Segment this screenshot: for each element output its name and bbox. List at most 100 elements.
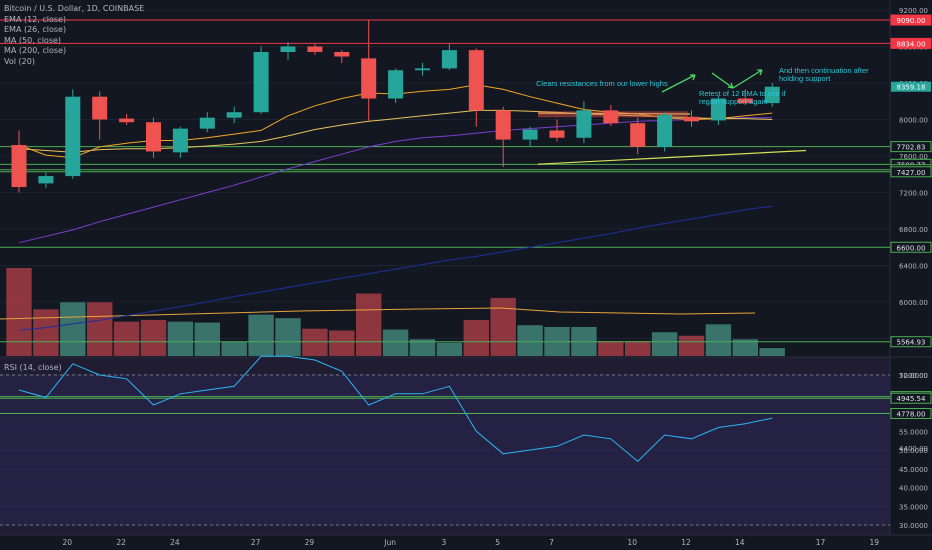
candle-body: [334, 51, 350, 57]
ma200-line: [18, 205, 773, 331]
candle-body: [388, 70, 404, 99]
time-tick-label: 20: [63, 538, 73, 547]
level-label: 4778.00: [897, 411, 926, 419]
volume-bar: [490, 297, 516, 356]
volume-bar: [517, 325, 543, 356]
volume-bars: [0, 268, 785, 356]
rsi-line: [18, 355, 773, 462]
candle-body: [146, 122, 161, 152]
level-label: 4945.54: [897, 395, 926, 403]
candle-body: [361, 58, 377, 99]
annotation-continuation-line1: And then continuation after: [779, 66, 869, 75]
price-tick-label: 4400.00: [899, 445, 928, 453]
candle-body: [441, 50, 457, 69]
annotation-clears-resistances: Clears resistances from our lower highs: [536, 79, 668, 88]
arrow-up-line: [661, 74, 696, 93]
volume-bar: [436, 342, 463, 356]
candle-body: [576, 110, 592, 138]
rsi-tick-label: 55.0000: [899, 428, 928, 436]
candle-body: [11, 145, 27, 188]
level-label-box: [890, 241, 932, 253]
last-price-label: 8359.18: [897, 84, 926, 92]
candle-body: [737, 98, 753, 104]
price-tick-label: 6000.00: [899, 299, 928, 307]
candle-body: [710, 98, 726, 121]
candle-body: [226, 112, 242, 118]
level-label-box: [890, 37, 932, 49]
candle-body: [199, 117, 215, 129]
volume-bar: [87, 302, 113, 356]
time-tick-label: 7: [549, 538, 554, 547]
volume-bar: [329, 330, 355, 356]
volume-bar: [651, 332, 678, 356]
volume-bar: [759, 348, 785, 356]
rsi-legend[interactable]: RSI (14, close): [4, 363, 62, 372]
level-label: 7702.83: [897, 144, 926, 152]
price-tick-label: 7200.00: [899, 190, 928, 198]
candle-body: [172, 128, 188, 153]
volume-bar: [625, 341, 651, 356]
moving-averages: [18, 84, 773, 331]
candle-body: [307, 46, 323, 52]
level-label-box: [890, 336, 932, 348]
candle-body: [415, 68, 430, 71]
rsi-tick-label: 40.0000: [899, 485, 928, 493]
price-tick-label: 9200.00: [899, 7, 928, 15]
price-tick-label: 5200.00: [899, 372, 928, 380]
time-tick-label: 27: [251, 538, 261, 547]
volume-ma-line: [0, 307, 756, 320]
volume-bar: [113, 321, 140, 356]
volume-bar: [463, 319, 489, 356]
time-tick-label: 24: [170, 538, 180, 547]
annotation-continuation: And then continuation after holding supp…: [779, 66, 871, 83]
annotation-retest-line1: Retest of 12 EMA to see if: [699, 89, 787, 98]
level-label: 6600.00: [897, 244, 926, 252]
candle-body: [119, 118, 135, 123]
rsi-series-line: [18, 355, 773, 462]
level-label-box: [890, 166, 932, 178]
volume-bar: [248, 314, 274, 356]
candle-body: [280, 46, 296, 52]
volume-bar: [409, 339, 436, 356]
candle-body: [92, 96, 108, 120]
candle-body: [65, 96, 81, 177]
time-tick-label: 12: [681, 538, 691, 547]
time-tick-label: 22: [116, 538, 126, 547]
volume-bar: [221, 341, 247, 356]
rsi-band-fill: [0, 375, 890, 525]
candles: [11, 20, 780, 193]
candle-body: [630, 123, 646, 147]
time-tick-label: 17: [816, 538, 826, 547]
level-label-box: [890, 141, 932, 153]
volume-bar: [678, 335, 705, 356]
time-axis: 20 22 24 27 29 Jun 3 5 7 10 12 14 17 19: [63, 538, 880, 547]
time-tick-label: 14: [735, 538, 745, 547]
arrow-continue-head: [757, 69, 763, 76]
level-label-box: [890, 392, 932, 404]
candle-body: [684, 116, 699, 122]
level-label: 7427.00: [897, 169, 926, 177]
volume-bar: [60, 302, 86, 356]
rsi-tick-label: 70.0000: [899, 372, 928, 380]
candle-body: [549, 130, 565, 138]
annotation-continuation-line2: holding support: [779, 74, 831, 83]
time-tick-label: 10: [627, 538, 637, 547]
volume-bar: [33, 309, 59, 356]
candle-body: [495, 110, 511, 140]
candle-body: [603, 110, 619, 124]
last-price-box: [891, 81, 931, 92]
volume-bar: [140, 319, 167, 356]
arrow-continue-line: [732, 69, 763, 89]
time-tick-label: 29: [305, 538, 315, 547]
volume-bar: [705, 324, 732, 356]
candle-body: [253, 51, 269, 113]
rsi-tick-label: 45.0000: [899, 466, 928, 474]
support-trend-line: [537, 149, 807, 165]
time-tick-label: 19: [870, 538, 880, 547]
candle-body: [657, 114, 673, 147]
time-tick-label: 5: [495, 538, 500, 547]
arrows: [661, 69, 763, 93]
rsi-tick-label: 35.0000: [899, 503, 928, 511]
candle-body: [522, 129, 538, 140]
